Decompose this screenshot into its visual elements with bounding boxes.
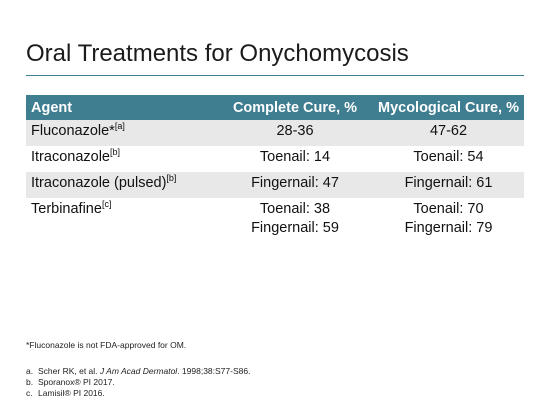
reference-list: a. Scher RK, et al. J Am Acad Dermatol. 1… [26,366,250,399]
agent-reference: [c] [101,199,112,210]
reference-item: b. Sporanox® PI 2017. [26,377,250,388]
agent-cell: Itraconazole (pulsed)[b] [26,172,217,198]
reference-marker: a. [26,366,34,376]
complete-cure-cell: Toenail: 14 [259,149,331,165]
header-agent: Agent [26,95,217,120]
agent-name: Terbinafine [31,201,102,217]
reference-marker: b. [26,377,34,387]
reference-item: c. Lamisil® PI 2016. [26,388,250,399]
reference-item: a. Scher RK, et al. J Am Acad Dermatol. 1… [26,366,250,377]
mycological-cure-cell: 47-62 [373,120,524,146]
complete-cure-cell: Toenail: 38 Fingernail: 59 [217,198,373,240]
complete-cure-cell: Fingernail: 47 [217,172,373,198]
agent-name: Itraconazole (pulsed) [31,175,167,191]
mycological-cure-line: Toenail: 70 [413,201,484,217]
mycological-cure-cell: Fingernail: 61 [373,172,524,198]
reference-text: Sporanox® PI 2017. [38,377,115,387]
mycological-cure-cell: Toenail: 54 [413,149,484,165]
mycological-cure-cell: Toenail: 70 Fingernail: 79 [373,198,524,240]
table-row: Itraconazole[b] Toenail: 14 Toenail: 54 [26,146,524,172]
reference-citation: . 1998;38:S77-S86. [177,366,251,376]
agent-reference: [b] [110,147,121,158]
treatment-table: Agent Complete Cure, % Mycological Cure,… [26,95,524,240]
agent-name: Itraconazole [31,149,110,165]
table-row: Terbinafine[c] Toenail: 38 Fingernail: 5… [26,198,524,240]
agent-cell: Itraconazole[b] [26,146,217,172]
table-header-row: Agent Complete Cure, % Mycological Cure,… [26,95,524,120]
slide-title: Oral Treatments for Onychomycosis [26,40,409,67]
agent-name: Fluconazole* [31,123,115,139]
footnote: *Fluconazole is not FDA-approved for OM. [26,340,187,350]
reference-text: Scher RK, et al. [38,366,100,376]
reference-marker: c. [26,388,33,398]
title-divider [26,75,524,76]
table-row: Fluconazole*[a] 28-36 47-62 [26,120,524,146]
table-row: Itraconazole (pulsed)[b] Fingernail: 47 … [26,172,524,198]
agent-reference: [b] [166,173,177,184]
complete-cure-line: Fingernail: 59 [251,220,339,236]
header-complete-cure: Complete Cure, % [217,95,373,120]
complete-cure-line: Toenail: 38 [259,201,331,217]
complete-cure-cell: 28-36 [217,120,373,146]
header-mycological-cure: Mycological Cure, % [373,95,524,120]
agent-cell: Fluconazole*[a] [26,120,217,146]
mycological-cure-line: Fingernail: 79 [404,220,493,236]
agent-cell: Terbinafine[c] [26,198,217,240]
reference-text: Lamisil® PI 2016. [38,388,105,398]
reference-journal: J Am Acad Dermatol [99,366,178,376]
agent-reference: [a] [114,121,125,132]
